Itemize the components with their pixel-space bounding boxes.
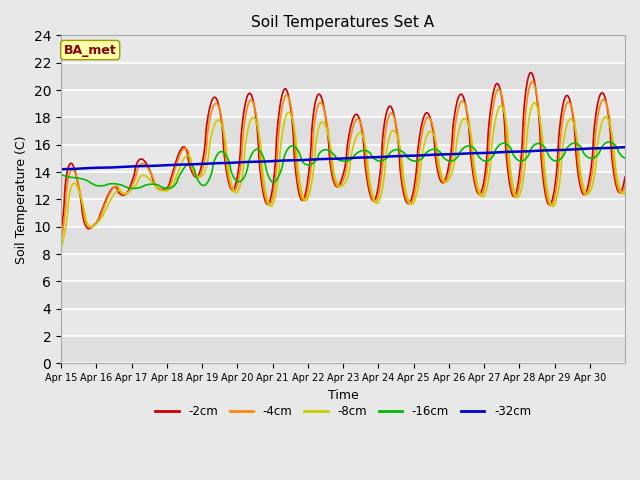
-32cm <box>227 160 235 166</box>
-8cm <box>401 185 409 191</box>
-4cm <box>401 192 409 198</box>
Bar <box>61 281 625 309</box>
-8cm <box>57 245 65 251</box>
-16cm <box>256 148 264 154</box>
-8cm <box>255 130 262 136</box>
Line: -4cm: -4cm <box>61 82 625 240</box>
Line: -8cm: -8cm <box>61 103 625 248</box>
Y-axis label: Soil Temperature (C): Soil Temperature (C) <box>15 135 28 264</box>
-2cm <box>57 229 65 235</box>
-8cm <box>227 179 235 185</box>
-8cm <box>531 100 538 106</box>
-16cm <box>621 155 629 161</box>
-4cm <box>57 238 65 243</box>
-32cm <box>57 166 65 172</box>
-8cm <box>433 143 440 148</box>
Bar <box>61 172 625 199</box>
-2cm <box>433 163 440 169</box>
-32cm <box>401 153 409 159</box>
-32cm <box>124 164 131 169</box>
Bar <box>61 336 625 363</box>
Legend: -2cm, -4cm, -8cm, -16cm, -32cm: -2cm, -4cm, -8cm, -16cm, -32cm <box>150 401 536 423</box>
-2cm <box>124 190 131 195</box>
-16cm <box>402 152 410 157</box>
Bar <box>61 227 625 254</box>
-32cm <box>433 152 440 157</box>
-2cm <box>621 174 629 180</box>
-2cm <box>255 153 262 158</box>
-8cm <box>621 189 629 195</box>
X-axis label: Time: Time <box>328 389 358 402</box>
-4cm <box>529 79 536 84</box>
Line: -16cm: -16cm <box>61 142 625 189</box>
Bar <box>61 63 625 90</box>
Line: -32cm: -32cm <box>61 147 625 169</box>
-16cm <box>228 170 236 176</box>
-16cm <box>605 139 612 145</box>
-16cm <box>124 185 131 191</box>
Bar <box>61 117 625 144</box>
-2cm <box>401 196 409 202</box>
-2cm <box>527 70 535 75</box>
-4cm <box>255 133 262 139</box>
Text: BA_met: BA_met <box>64 44 116 57</box>
-32cm <box>621 144 629 150</box>
-4cm <box>433 155 440 161</box>
-16cm <box>277 168 285 174</box>
Title: Soil Temperatures Set A: Soil Temperatures Set A <box>252 15 435 30</box>
-4cm <box>124 191 131 196</box>
-2cm <box>227 186 235 192</box>
-32cm <box>255 159 262 165</box>
-16cm <box>57 172 65 178</box>
-8cm <box>276 148 284 154</box>
-4cm <box>621 182 629 188</box>
-16cm <box>129 186 137 192</box>
-2cm <box>276 102 284 108</box>
-8cm <box>124 190 131 196</box>
-16cm <box>434 147 442 153</box>
-4cm <box>227 184 235 190</box>
-4cm <box>276 117 284 123</box>
-32cm <box>276 158 284 164</box>
Line: -2cm: -2cm <box>61 72 625 232</box>
